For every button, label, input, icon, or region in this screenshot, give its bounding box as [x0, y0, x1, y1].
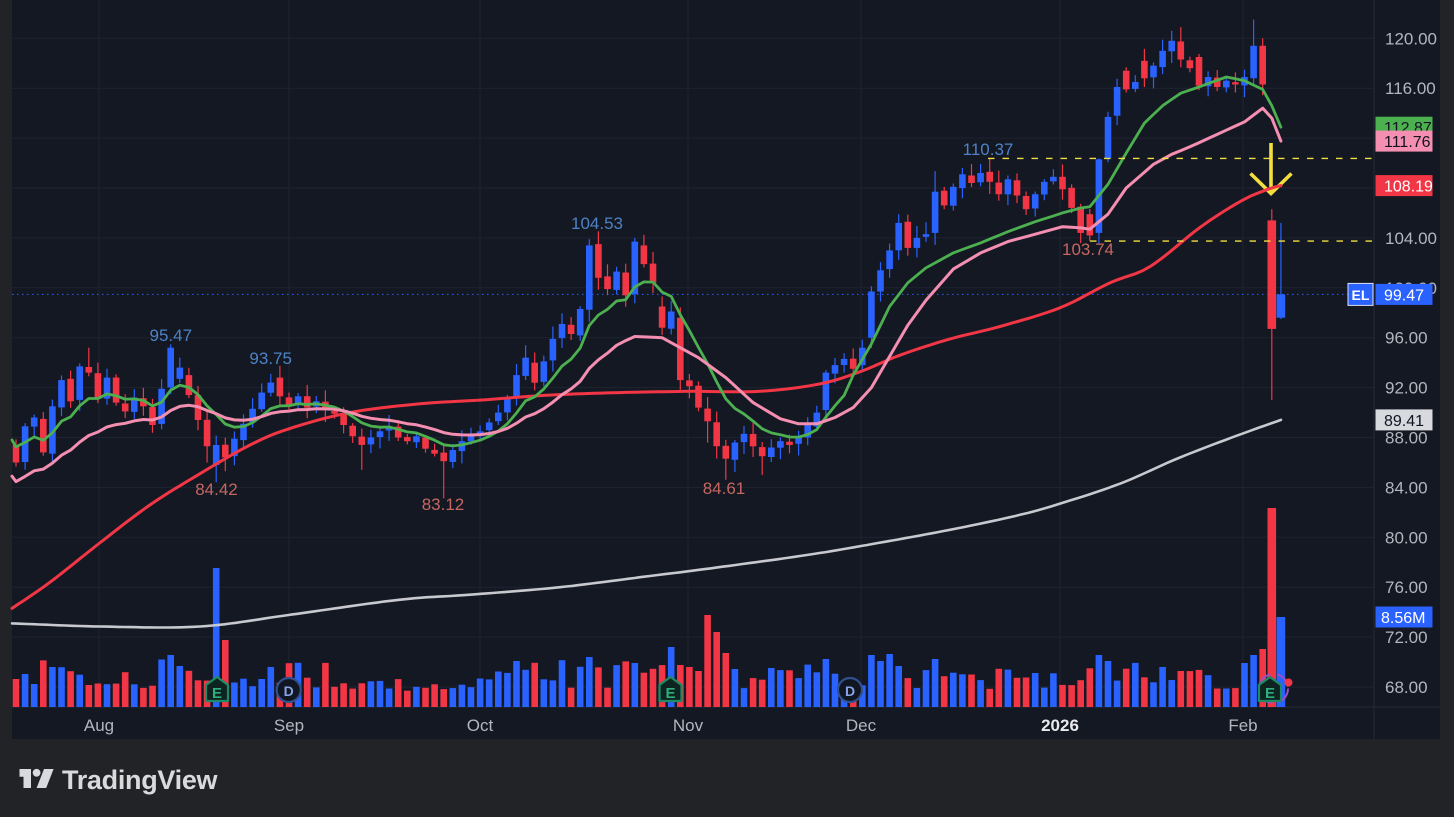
svg-text:99.47: 99.47 [1384, 287, 1424, 304]
svg-text:110.37: 110.37 [963, 140, 1014, 159]
svg-text:72.00: 72.00 [1385, 628, 1428, 647]
svg-text:Nov: Nov [673, 716, 704, 735]
svg-text:84.42: 84.42 [195, 480, 238, 499]
svg-text:EL: EL [1352, 287, 1370, 303]
svg-text:76.00: 76.00 [1385, 578, 1428, 597]
svg-text:Feb: Feb [1228, 716, 1257, 735]
svg-text:89.41: 89.41 [1384, 413, 1424, 430]
svg-text:88.00: 88.00 [1385, 429, 1428, 448]
svg-text:92.00: 92.00 [1385, 379, 1428, 398]
svg-text:111.76: 111.76 [1384, 134, 1431, 151]
svg-text:Aug: Aug [84, 716, 114, 735]
svg-text:E: E [1265, 685, 1275, 702]
svg-text:84.00: 84.00 [1385, 478, 1428, 497]
svg-text:E: E [212, 685, 222, 702]
svg-text:103.74: 103.74 [1062, 240, 1114, 259]
svg-text:116.00: 116.00 [1385, 79, 1436, 98]
svg-text:2026: 2026 [1041, 716, 1079, 735]
svg-text:108.19: 108.19 [1384, 179, 1433, 196]
svg-text:68.00: 68.00 [1385, 678, 1428, 697]
svg-text:8.56M: 8.56M [1381, 610, 1425, 627]
svg-text:Sep: Sep [274, 716, 304, 735]
svg-text:84.61: 84.61 [703, 479, 746, 498]
svg-text:104.53: 104.53 [571, 214, 623, 233]
svg-text:D: D [284, 683, 294, 699]
svg-text:120.00: 120.00 [1385, 29, 1437, 48]
svg-text:80.00: 80.00 [1385, 528, 1428, 547]
svg-text:95.47: 95.47 [150, 326, 193, 345]
svg-text:Oct: Oct [467, 716, 494, 735]
svg-text:Dec: Dec [846, 716, 877, 735]
svg-text:TradingView: TradingView [62, 765, 219, 795]
svg-text:83.12: 83.12 [422, 495, 465, 514]
svg-text:E: E [665, 685, 675, 702]
svg-text:96.00: 96.00 [1385, 329, 1428, 348]
svg-text:93.75: 93.75 [249, 349, 292, 368]
svg-text:D: D [845, 683, 855, 699]
svg-text:104.00: 104.00 [1385, 229, 1437, 248]
